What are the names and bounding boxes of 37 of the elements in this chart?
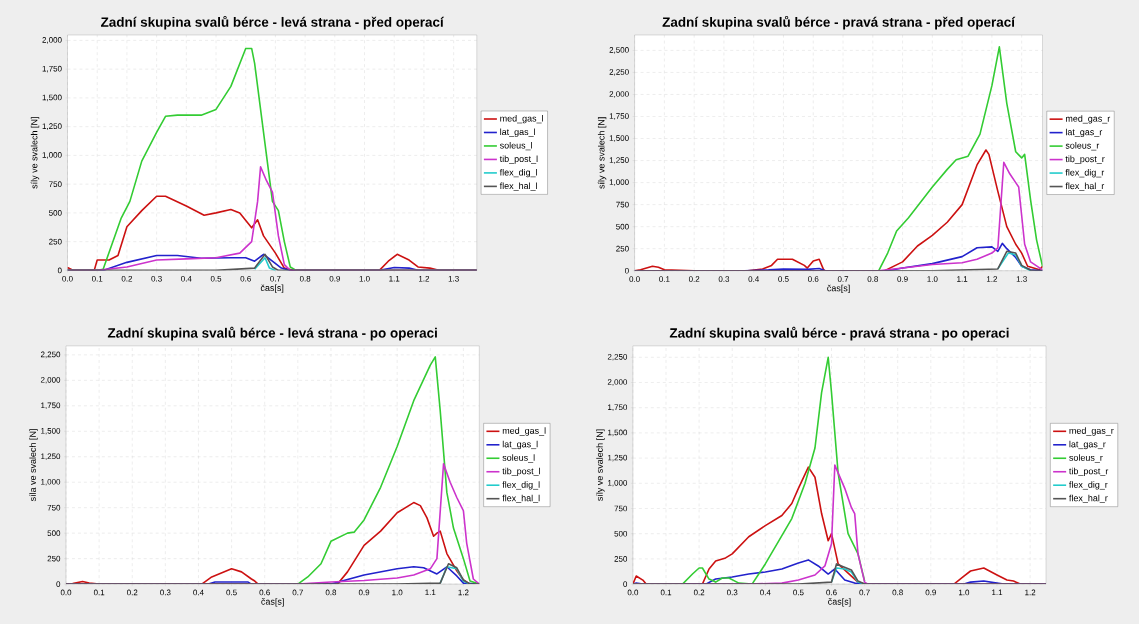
x-axis-title: čas[s] [827, 284, 850, 294]
legend-label: med_gas_r [1065, 115, 1111, 124]
line-series [253, 256, 277, 271]
y-axis-title: síla ve svalech [N] [29, 429, 38, 502]
legend-label: soleus_l [502, 454, 535, 463]
chart-title: Zadní skupina svalů bérce - levá strana - před operací [101, 15, 445, 30]
legend-label: flex_dig_l [499, 168, 537, 178]
y-axis-title: síly ve svalech [N] [596, 429, 605, 501]
legend-label: tib_post_l [502, 467, 540, 477]
legend-label: flex_hal_l [502, 494, 540, 503]
legend-label: lat_gas_r [1065, 128, 1103, 137]
x-axis-title: čas[s] [260, 284, 284, 293]
legend-label: flex_dig_r [1065, 169, 1105, 178]
legend-label: flex_dig_l [502, 481, 540, 490]
legend-label: flex_hal_r [1065, 182, 1105, 191]
legend-label: flex_hal_l [499, 182, 537, 191]
legend-label: lat_gas_r [1069, 440, 1106, 450]
legend-label: flex_hal_r [1069, 494, 1108, 503]
legend-label: soleus_l [499, 141, 532, 151]
x-axis-title: čas[s] [261, 598, 284, 607]
chart-title: Zadní skupina svalů bérce - pravá strana - před operací [662, 15, 1016, 30]
legend-label: soleus_r [1065, 142, 1100, 151]
x-axis-title: čas[s] [828, 598, 851, 607]
chart-title: Zadní skupina svalů bérce - levá strana - po operaci [107, 326, 437, 341]
legend-label: lat_gas_l [502, 440, 538, 450]
legend-label: flex_dig_r [1069, 481, 1108, 490]
legend-label: med_gas_l [502, 427, 546, 436]
legend-label: med_gas_l [500, 115, 543, 124]
legend-label: tib_post_r [1069, 467, 1109, 477]
legend-label: tib_post_r [1065, 155, 1105, 164]
legend-label: lat_gas_l [500, 128, 535, 137]
legend-label: tib_post_l [499, 155, 538, 164]
chart-title: Zadní skupina svalů bérce - pravá strana - po operaci [669, 326, 1009, 341]
legend-label: soleus_r [1069, 454, 1103, 463]
y-axis-title: síly ve svalech [N] [30, 117, 40, 189]
y-axis-title: síly ve svalech [N] [597, 117, 607, 189]
legend-label: med_gas_r [1069, 427, 1114, 436]
